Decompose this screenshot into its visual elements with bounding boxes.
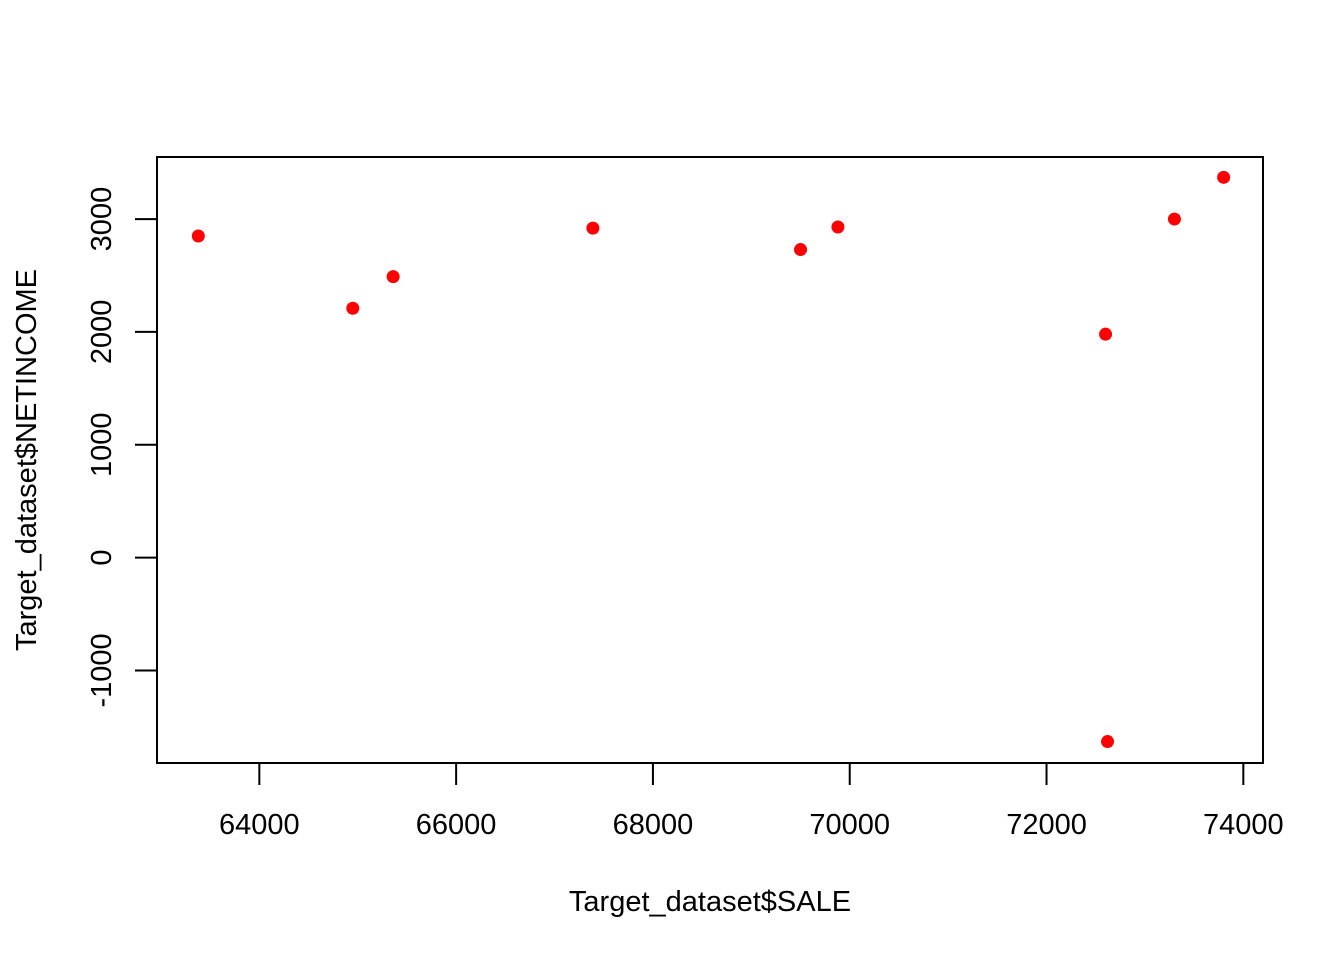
x-tick-label: 66000 [416, 809, 497, 841]
x-tick-label: 74000 [1203, 809, 1284, 841]
data-point [831, 220, 845, 234]
y-tick-label: 0 [86, 550, 118, 566]
x-tick-label: 64000 [219, 809, 300, 841]
data-point [346, 301, 360, 315]
y-tick-label: 2000 [86, 300, 118, 365]
y-axis-label: Target_dataset$NETINCOME [11, 269, 43, 651]
y-tick-label: -1000 [86, 633, 118, 707]
data-points [191, 170, 1231, 749]
y-tick-label: 3000 [86, 187, 118, 252]
x-tick-label: 68000 [613, 809, 694, 841]
data-point [1101, 735, 1115, 749]
data-point [191, 229, 205, 243]
x-axis: 64000 66000 68000 70000 72000 74000 [219, 762, 1284, 841]
x-axis-label: Target_dataset$SALE [569, 886, 851, 918]
data-point [386, 270, 400, 284]
plot-frame [156, 156, 1264, 764]
x-tick-label: 72000 [1006, 809, 1087, 841]
data-point [794, 243, 808, 257]
data-point [1217, 170, 1231, 184]
data-point [586, 221, 600, 235]
x-tick-label: 70000 [809, 809, 890, 841]
y-tick-label: 1000 [86, 413, 118, 478]
data-point [1099, 327, 1113, 341]
data-point [1167, 212, 1181, 226]
y-axis: -1000 0 1000 2000 3000 [86, 187, 158, 708]
